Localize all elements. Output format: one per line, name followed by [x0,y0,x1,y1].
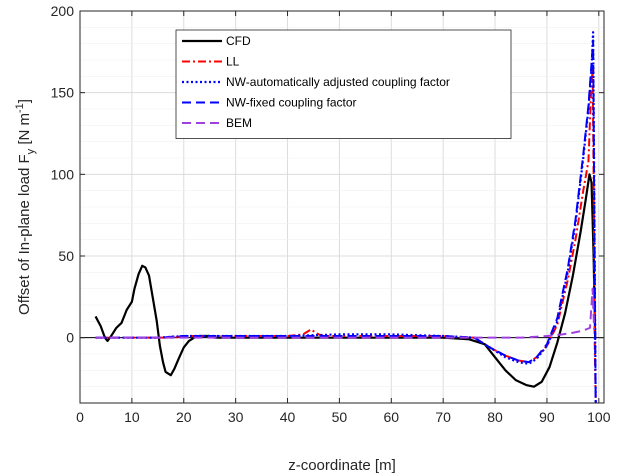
y-axis-title-main: Offset of In-plane load F [16,154,33,315]
series-line-bem [95,287,596,339]
legend-label: BEM [226,116,252,130]
series-layer [94,31,597,404]
ticks: 0 10 20 30 40 50 60 70 80 90 100 0 50 100 150 200 [51,3,611,425]
y-tick-label: 200 [51,3,75,19]
y-tick-label: 50 [58,248,74,264]
x-axis-title: z-coordinate [m] [288,457,396,474]
x-tick-label: 10 [124,409,140,425]
x-tick-label: 90 [539,409,555,425]
y-tick-label: 0 [66,330,74,346]
x-tick-label: 70 [435,409,451,425]
x-tick-label: 60 [383,409,399,425]
legend-label: CFD [226,34,251,48]
y-tick-label: 100 [51,166,75,182]
y-axis-title-superscript: -1 [14,103,26,113]
legend-box [175,29,512,139]
legend: CFD LL NW-automatically adjusted coupling … [175,29,512,139]
x-tick-label: 40 [280,409,296,425]
legend-label: LL [226,55,240,69]
x-tick-label: 80 [487,409,503,425]
y-tick-label: 150 [51,85,75,101]
y-axis-title: Offset of In-plane load Fy [N m-1] [14,99,37,315]
legend-label: NW-fixed coupling factor [226,96,357,110]
plot-border [79,10,605,404]
x-tick-label: 50 [332,409,348,425]
x-tick-label: 20 [176,409,192,425]
x-tick-label: 30 [228,409,244,425]
y-axis-title-subscript: y [25,148,37,154]
y-axis-title-unit-close: ] [16,99,33,103]
y-axis-title-unit: [N m [16,113,33,149]
legend-label: NW-automatically adjusted coupling facto… [226,75,450,89]
series-line-nw-fixed-coupling-factor [95,39,597,404]
x-tick-label: 100 [587,409,611,425]
x-tick-label: 0 [76,409,84,425]
